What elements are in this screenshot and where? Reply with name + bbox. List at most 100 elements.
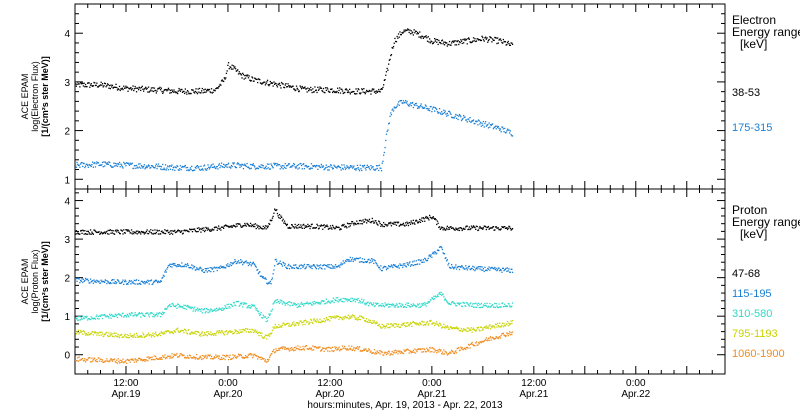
data-point — [281, 303, 284, 305]
data-point — [335, 225, 337, 228]
data-point — [361, 350, 363, 352]
data-point — [135, 361, 138, 363]
data-point — [299, 226, 301, 229]
data-point — [324, 167, 327, 169]
data-point — [444, 41, 446, 43]
data-point — [126, 283, 128, 285]
data-point — [254, 354, 257, 357]
data-point — [363, 348, 365, 350]
data-point — [78, 333, 80, 335]
data-point — [422, 302, 424, 304]
data-point — [186, 305, 188, 307]
data-point — [373, 352, 375, 354]
data-point — [234, 329, 236, 331]
data-point — [511, 320, 514, 322]
data-point — [276, 84, 278, 87]
data-point — [265, 82, 267, 85]
data-point — [333, 90, 335, 93]
data-point — [379, 167, 381, 169]
data-point — [489, 36, 492, 39]
data-point — [434, 324, 436, 327]
data-point — [163, 312, 165, 314]
data-point — [339, 87, 341, 89]
data-point — [191, 307, 194, 309]
data-point — [92, 232, 94, 235]
data-point — [487, 305, 490, 307]
data-point — [141, 360, 143, 362]
data-point — [358, 261, 361, 263]
data-point — [194, 92, 196, 94]
data-point — [127, 283, 129, 285]
data-point — [300, 320, 302, 322]
data-point — [448, 40, 451, 43]
data-point — [140, 312, 143, 314]
data-point — [205, 311, 207, 313]
data-point — [346, 89, 348, 91]
data-point — [334, 264, 337, 266]
data-point — [298, 167, 300, 169]
data-point — [319, 346, 321, 348]
data-point — [120, 163, 122, 165]
data-point — [293, 163, 296, 166]
data-point — [153, 355, 155, 357]
data-point — [341, 88, 343, 91]
data-point — [480, 266, 482, 268]
data-point — [96, 161, 98, 163]
data-point — [506, 333, 509, 335]
data-point — [377, 165, 379, 167]
data-point — [315, 89, 317, 92]
data-point — [454, 115, 456, 117]
data-point — [85, 278, 87, 281]
data-point — [371, 90, 373, 92]
data-point — [242, 331, 244, 333]
data-point — [356, 257, 359, 260]
data-point — [177, 92, 179, 95]
data-point — [222, 80, 224, 82]
data-point — [499, 322, 501, 324]
data-point — [217, 168, 219, 170]
data-point — [117, 333, 119, 336]
data-point — [154, 281, 156, 283]
data-point — [256, 269, 258, 271]
data-point — [157, 358, 159, 360]
data-point — [489, 269, 491, 271]
data-point — [458, 347, 460, 349]
data-point — [237, 162, 239, 164]
data-point — [75, 333, 77, 335]
data-point — [296, 164, 298, 167]
data-point — [315, 302, 317, 304]
legend-entry: 47-68 — [732, 268, 760, 280]
data-point — [318, 346, 320, 348]
data-point — [394, 352, 396, 354]
data-point — [509, 324, 511, 326]
data-point — [368, 165, 370, 168]
data-point — [412, 349, 414, 352]
data-point — [118, 88, 120, 91]
data-point — [371, 352, 373, 354]
data-point — [248, 75, 250, 77]
data-point — [107, 229, 109, 232]
data-point — [320, 350, 322, 352]
data-point — [150, 279, 153, 281]
data-point — [475, 341, 478, 343]
data-point — [109, 229, 111, 232]
data-point — [189, 267, 191, 269]
data-point — [109, 281, 111, 284]
data-point — [187, 169, 189, 171]
data-point — [492, 325, 495, 328]
data-point — [394, 223, 396, 225]
data-point — [319, 266, 321, 269]
data-point — [387, 129, 389, 131]
data-point — [472, 327, 475, 329]
data-point — [189, 307, 191, 309]
data-point — [330, 227, 332, 229]
data-point — [383, 304, 385, 306]
data-point — [428, 323, 430, 325]
data-point — [303, 168, 305, 170]
data-point — [177, 356, 179, 358]
data-point — [494, 37, 497, 39]
data-point — [79, 166, 81, 168]
data-point — [504, 40, 506, 43]
data-point — [102, 361, 104, 363]
data-point — [322, 347, 325, 349]
